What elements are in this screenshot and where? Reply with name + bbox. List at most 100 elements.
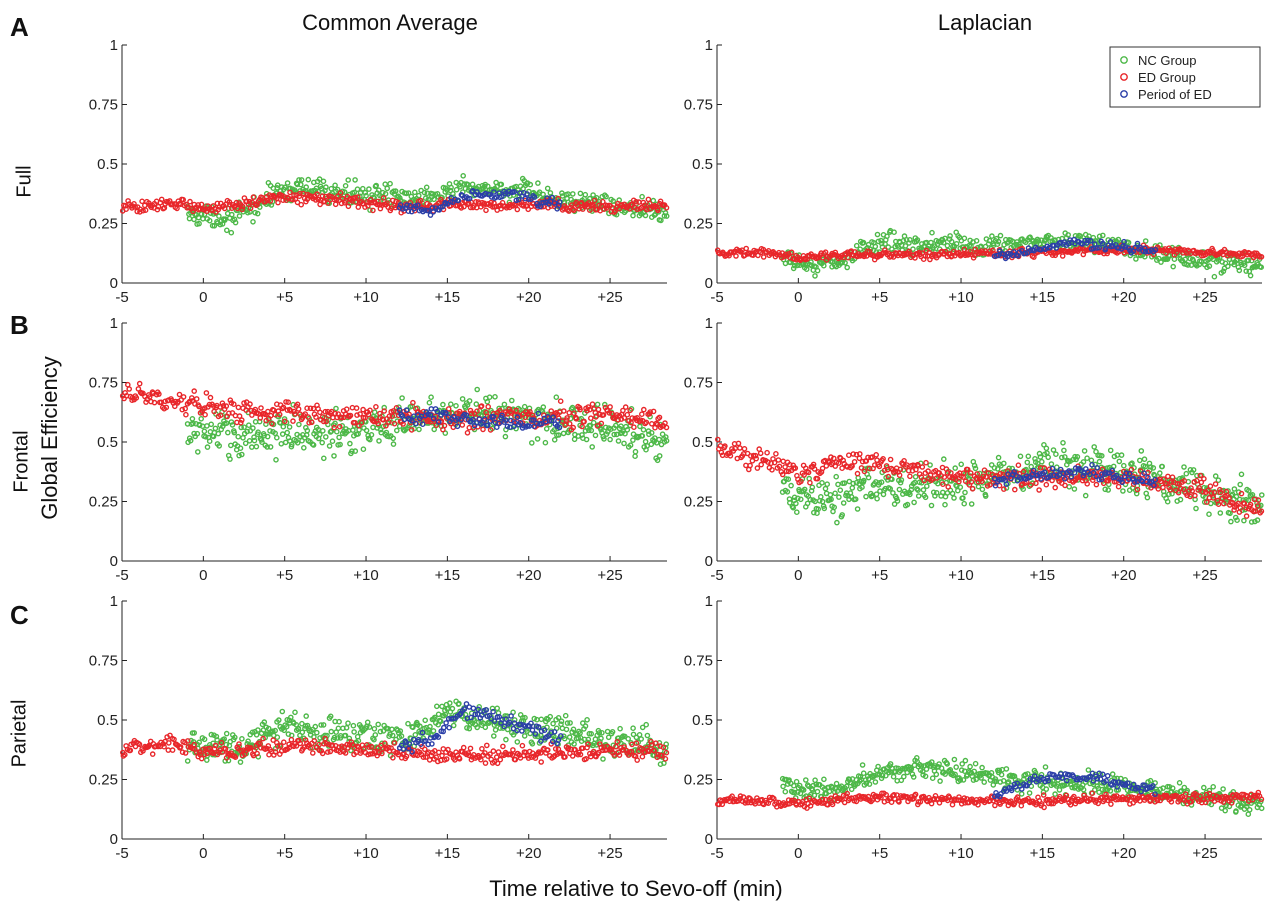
data-point [1037,454,1044,460]
data-point [580,745,586,752]
data-point [1043,481,1050,488]
data-point [149,751,156,757]
data-point [891,229,897,235]
data-point [223,403,230,409]
data-point [469,181,476,188]
data-point [215,206,221,213]
data-point [343,406,350,413]
data-point [555,432,562,438]
data-point [412,420,419,427]
data-point [352,177,358,183]
data-point [421,189,428,196]
data-point [333,428,340,435]
data-point [1189,488,1195,494]
data-point [600,198,606,205]
data-point [278,440,285,447]
data-point [989,233,995,239]
data-point [355,204,362,210]
data-point [1024,459,1031,466]
data-point [1182,256,1188,263]
data-point [211,222,218,229]
y-tick-label: 0.75 [89,653,118,670]
data-point [639,433,646,439]
data-point [331,424,338,431]
data-point [641,406,647,413]
data-point [303,713,310,719]
data-point [389,413,396,419]
legend-label: NC Group [1138,53,1197,68]
y-tick-label: 0.5 [692,156,713,173]
data-point [271,407,277,414]
data-point [165,740,172,746]
data-point [837,487,844,494]
data-point [216,213,222,219]
data-point [453,186,460,193]
data-point [587,195,593,202]
data-point [809,484,816,491]
data-point [392,188,399,194]
data-point [662,420,668,426]
data-point [833,473,840,480]
y-tick-label: 1 [110,593,118,610]
data-point [555,418,561,424]
data-point [1217,510,1224,516]
data-point [429,191,436,197]
data-point [336,718,342,725]
data-point [426,757,433,763]
y-tick-label: 0.75 [684,97,713,114]
data-point [390,435,397,442]
data-point [228,419,235,425]
data-point [400,746,407,753]
data-point [375,721,382,728]
data-point [425,207,432,214]
data-point [307,405,314,412]
data-point [743,245,750,252]
data-point [299,437,305,444]
data-point [387,180,393,187]
data-point [641,202,648,209]
data-point [480,426,486,433]
data-point [351,729,357,735]
data-point [379,189,386,196]
data-point [593,414,599,420]
data-point [320,418,327,425]
data-point [179,406,185,413]
data-point [595,406,602,413]
data-point [602,424,609,431]
data-point [901,457,907,464]
data-point [255,429,261,436]
data-point [492,393,498,400]
data-point [399,395,405,401]
data-point [997,232,1004,239]
y-tick-label: 1 [705,315,713,332]
data-point [296,193,303,199]
data-point [1237,481,1243,488]
data-point [194,430,201,437]
data-point [653,740,659,747]
data-point [201,428,208,435]
data-point [303,184,310,190]
data-point [638,736,645,742]
data-point [961,235,968,242]
data-point [1238,490,1245,497]
data-point [238,417,245,423]
data-point [1159,463,1165,470]
data-point [405,190,412,196]
data-point [358,419,365,426]
data-point [922,253,929,259]
data-point [336,434,342,441]
data-point [912,473,919,480]
data-point [631,424,637,431]
data-point [794,509,800,516]
data-point [887,456,894,463]
data-point [1144,494,1151,501]
data-point [151,399,158,406]
data-point [634,757,641,763]
data-point [649,420,655,427]
data-point [386,413,393,420]
data-point [570,424,577,431]
data-point [1115,245,1122,251]
data-point [254,750,260,757]
data-point [836,494,842,500]
data-point [459,396,466,402]
